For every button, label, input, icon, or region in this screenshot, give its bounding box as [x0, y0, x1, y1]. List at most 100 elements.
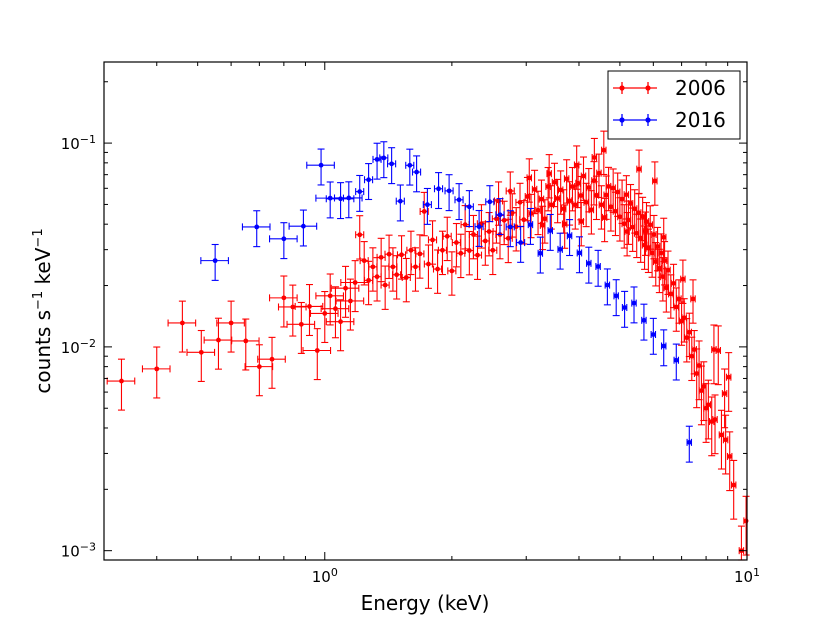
point-marker: [628, 201, 633, 206]
data-point: [447, 251, 457, 296]
data-point: [573, 145, 581, 190]
point-marker: [281, 236, 287, 242]
point-marker: [216, 337, 221, 343]
data-point: [286, 301, 316, 354]
point-marker: [513, 224, 519, 230]
data-point: [537, 179, 545, 224]
point-marker: [681, 315, 687, 321]
point-marker: [622, 305, 628, 310]
point-marker: [665, 267, 671, 273]
point-marker: [643, 228, 648, 234]
data-point: [495, 198, 505, 236]
point-marker: [552, 179, 557, 185]
data-point: [646, 205, 654, 250]
point-marker: [726, 374, 732, 380]
data-point: [660, 217, 668, 263]
data-point: [721, 368, 729, 429]
point-marker: [578, 193, 584, 198]
point-marker: [539, 196, 544, 202]
data-point: [649, 317, 657, 355]
point-marker: [662, 258, 667, 264]
data-point: [612, 279, 620, 317]
point-marker: [390, 264, 396, 270]
point-marker: [466, 248, 472, 253]
data-point: [600, 130, 608, 176]
data-point: [526, 207, 534, 245]
point-marker: [476, 224, 482, 230]
data-point: [534, 190, 542, 236]
point-marker: [528, 222, 533, 228]
data-point: [302, 328, 332, 381]
point-marker: [610, 185, 616, 191]
point-marker: [617, 214, 623, 220]
point-marker: [382, 282, 388, 288]
data-point: [380, 265, 390, 310]
point-marker: [327, 195, 333, 201]
data-point: [536, 236, 544, 274]
point-marker: [421, 209, 427, 214]
data-point: [106, 358, 136, 411]
point-marker: [548, 202, 554, 208]
point-marker: [399, 252, 404, 258]
point-marker: [546, 171, 552, 177]
data-point: [294, 284, 324, 337]
series-2016: [200, 141, 693, 463]
data-point: [577, 201, 585, 247]
data-point: [575, 236, 583, 274]
point-marker: [537, 250, 543, 256]
point-marker: [562, 221, 568, 227]
data-point: [451, 222, 461, 268]
point-marker: [602, 214, 608, 220]
point-marker: [254, 224, 260, 230]
point-marker: [243, 338, 249, 344]
data-point: [710, 324, 718, 385]
point-marker: [673, 357, 679, 363]
point-marker: [475, 252, 480, 258]
x-tick-label: 101: [734, 566, 760, 586]
point-marker: [456, 197, 462, 203]
y-tick-label: 10−3: [61, 541, 96, 561]
point-marker: [581, 173, 586, 179]
data-point: [679, 259, 687, 304]
data-point: [230, 318, 260, 371]
data-point: [711, 394, 719, 455]
point-marker: [586, 260, 592, 266]
point-marker: [570, 184, 575, 189]
point-marker: [322, 310, 328, 316]
data-point: [401, 257, 411, 303]
legend: 2006 2016: [607, 70, 741, 140]
data-point: [269, 275, 298, 328]
y-tick-label: 10−2: [61, 337, 96, 357]
point-marker: [572, 202, 578, 208]
point-marker: [594, 192, 599, 198]
data-point: [309, 290, 339, 344]
point-marker: [604, 282, 610, 288]
point-marker: [119, 378, 124, 384]
point-marker: [318, 162, 324, 168]
point-marker: [343, 285, 348, 291]
data-point: [640, 303, 648, 341]
point-marker: [578, 219, 584, 224]
data-point: [550, 162, 558, 208]
point-marker: [458, 250, 464, 256]
data-point: [422, 187, 432, 225]
point-marker: [487, 199, 493, 205]
data-point: [330, 265, 360, 318]
point-marker: [338, 319, 343, 325]
point-marker: [586, 185, 592, 190]
point-marker: [723, 437, 729, 443]
point-marker: [348, 298, 353, 304]
data-point: [388, 247, 398, 292]
data-point: [590, 137, 598, 183]
data-point: [241, 210, 271, 248]
point-marker: [557, 246, 563, 252]
data-point: [726, 431, 734, 492]
data-point: [437, 230, 448, 276]
point-marker: [454, 240, 459, 245]
point-marker: [652, 178, 658, 184]
point-marker: [686, 329, 692, 335]
data-point: [704, 379, 712, 440]
point-marker: [601, 147, 607, 153]
point-marker: [595, 264, 601, 269]
data-point: [660, 329, 668, 367]
